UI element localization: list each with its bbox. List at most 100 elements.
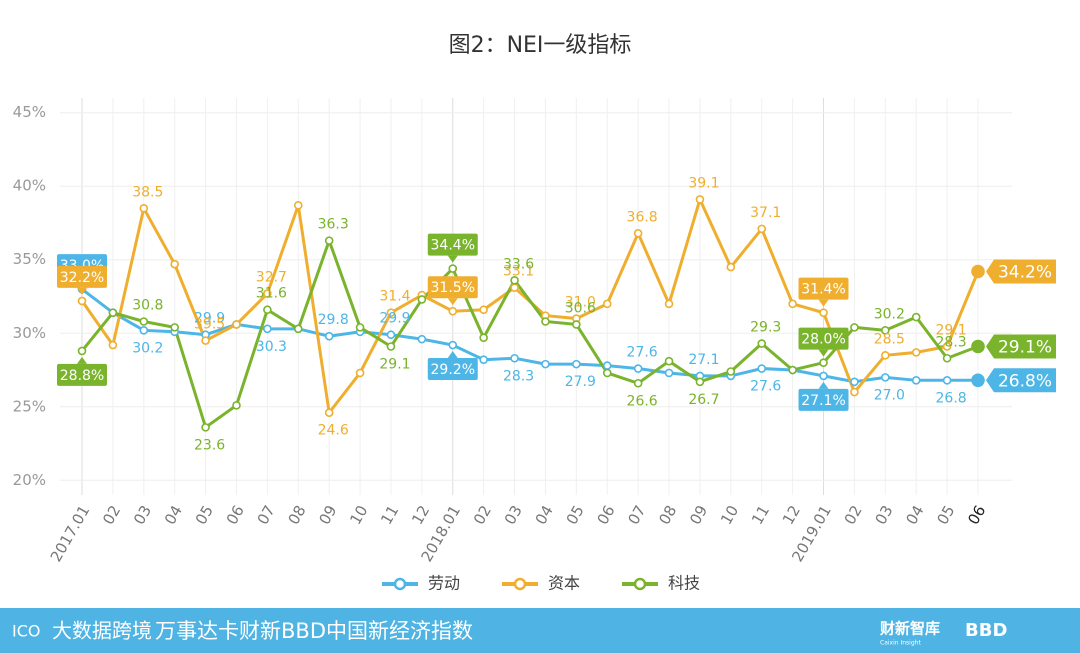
x-tick-label: 06 xyxy=(593,502,618,528)
data-label: 28.0% xyxy=(801,332,845,348)
x-tick-label: 06 xyxy=(964,502,989,528)
x-tick-label: 2017.01 xyxy=(47,502,94,565)
data-label: 28.3 xyxy=(503,368,534,384)
x-tick-label: 12 xyxy=(779,502,804,528)
y-tick-label: 40% xyxy=(13,177,46,195)
data-point xyxy=(757,224,767,234)
data-point xyxy=(881,326,890,335)
data-label: 32.7 xyxy=(256,270,287,286)
data-point xyxy=(602,361,612,370)
data-label: 27.0 xyxy=(874,387,905,403)
legend-marker xyxy=(633,577,647,591)
data-point xyxy=(664,368,674,378)
data-point xyxy=(139,317,149,326)
data-point xyxy=(971,264,985,279)
data-label: 31.6 xyxy=(256,286,287,302)
callout-box xyxy=(427,358,478,381)
data-point xyxy=(819,371,828,381)
data-point xyxy=(942,342,952,351)
x-tick-label: 03 xyxy=(501,502,526,528)
x-tick-label: 11 xyxy=(377,502,402,528)
x-tick-label: 10 xyxy=(346,502,371,528)
data-label: 30.2 xyxy=(132,340,163,356)
data-point xyxy=(881,373,890,382)
callout-pointer xyxy=(818,299,829,307)
callout-box xyxy=(798,388,849,411)
data-label: 29.3 xyxy=(750,320,781,336)
x-tick-label: 04 xyxy=(161,502,186,528)
data-point xyxy=(232,320,241,329)
footer-text: 万事达卡财新BBD中国新经济指数 xyxy=(155,619,473,643)
legend-label: 劳动 xyxy=(428,574,460,593)
callout-box xyxy=(427,276,478,299)
data-point xyxy=(232,401,241,410)
data-point xyxy=(757,339,767,348)
x-tick-label: 11 xyxy=(748,502,773,528)
data-point xyxy=(602,368,612,378)
data-point xyxy=(510,283,519,292)
data-point xyxy=(263,305,272,315)
data-point xyxy=(293,324,303,334)
callout-box xyxy=(986,334,1056,359)
data-point xyxy=(448,264,458,273)
x-tick-label: 07 xyxy=(254,502,279,528)
callout-pointer xyxy=(77,287,87,295)
data-point xyxy=(170,259,179,269)
data-point xyxy=(324,408,334,417)
data-point xyxy=(664,299,674,309)
data-label: 29.2% xyxy=(431,362,475,378)
data-point xyxy=(417,334,427,344)
footer-logo2: BBD xyxy=(965,620,1007,641)
data-label: 33.1 xyxy=(503,264,534,280)
data-label: 26.6 xyxy=(627,393,658,409)
x-tick-label: 05 xyxy=(933,502,958,528)
callout-box xyxy=(427,233,478,256)
callout-pointer xyxy=(447,351,458,359)
callout-box xyxy=(57,265,107,288)
data-point xyxy=(881,351,890,360)
footer-logo-mark: ICO xyxy=(12,622,40,641)
data-label: 31.4 xyxy=(379,289,410,305)
data-label: 27.1% xyxy=(801,393,845,409)
data-label: 29.9 xyxy=(379,311,410,327)
data-point xyxy=(572,320,581,329)
legend-marker xyxy=(513,577,527,591)
series-line xyxy=(80,236,979,430)
data-point xyxy=(139,326,149,335)
data-point xyxy=(417,295,427,304)
data-label: 27.6 xyxy=(627,345,658,361)
data-point xyxy=(602,299,612,309)
data-point xyxy=(664,356,674,366)
data-label: 30.6 xyxy=(565,300,596,316)
data-point xyxy=(386,330,396,340)
callout-box xyxy=(57,363,107,386)
data-point xyxy=(572,359,581,369)
footer-sub-brand: 跨境 xyxy=(112,619,152,643)
data-point xyxy=(479,305,488,315)
data-label: 26.7 xyxy=(688,392,719,408)
data-point xyxy=(108,340,118,350)
data-label: 23.6 xyxy=(194,437,225,453)
x-tick-label: 03 xyxy=(130,502,155,528)
data-point xyxy=(170,323,179,332)
x-tick-label: 02 xyxy=(841,502,866,528)
data-point xyxy=(633,228,643,238)
x-tick-label: 02 xyxy=(470,502,495,528)
data-label: 28.8% xyxy=(60,368,104,384)
data-point xyxy=(479,355,488,365)
data-point xyxy=(541,359,550,369)
data-point xyxy=(263,289,272,298)
data-point xyxy=(757,364,767,373)
x-tick-label: 06 xyxy=(223,502,248,528)
data-point xyxy=(819,358,828,367)
data-point xyxy=(448,340,458,350)
data-point xyxy=(971,339,985,354)
data-label: 32.2% xyxy=(60,270,104,286)
x-tick-label: 12 xyxy=(408,502,433,528)
data-label: 27.6 xyxy=(750,379,781,395)
data-point xyxy=(942,376,952,385)
data-point xyxy=(201,336,210,345)
x-tick-label: 08 xyxy=(655,502,680,528)
data-label: 29.1 xyxy=(379,356,410,372)
